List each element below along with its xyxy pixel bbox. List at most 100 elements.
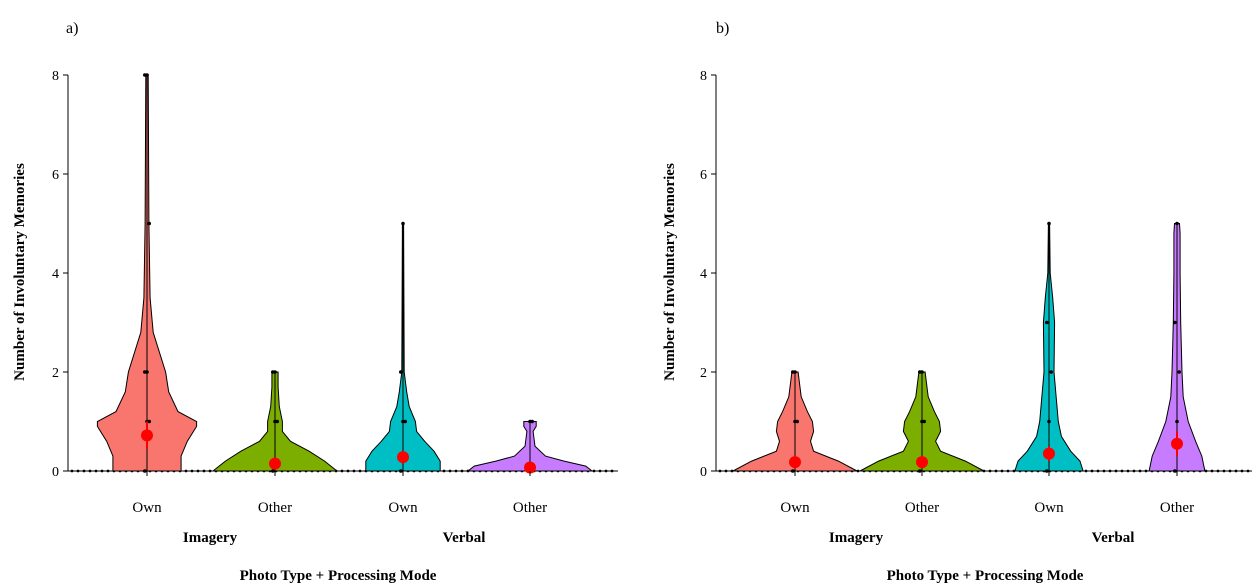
baseline-point bbox=[592, 469, 596, 473]
data-point bbox=[1047, 419, 1051, 424]
group-label-imagery: Imagery bbox=[183, 530, 238, 546]
data-point bbox=[922, 419, 926, 424]
baseline-point bbox=[1126, 469, 1130, 473]
data-point bbox=[275, 419, 280, 424]
baseline-point bbox=[1210, 469, 1214, 473]
y-tick-label: 4 bbox=[52, 267, 59, 282]
data-point bbox=[147, 419, 151, 424]
x-tick-label: Own bbox=[1034, 500, 1064, 516]
mean-point bbox=[789, 456, 801, 469]
data-point bbox=[1173, 320, 1177, 325]
data-point bbox=[273, 370, 277, 374]
data-point bbox=[1047, 221, 1051, 226]
baseline-point bbox=[1222, 469, 1226, 473]
baseline-point bbox=[1000, 469, 1004, 473]
baseline-point bbox=[184, 469, 188, 473]
baseline-point bbox=[1234, 469, 1238, 473]
baseline-point bbox=[460, 469, 464, 473]
baseline-point bbox=[346, 469, 350, 473]
x-tick-label: Own bbox=[780, 500, 810, 516]
baseline-point bbox=[70, 469, 74, 473]
baseline-point bbox=[1144, 469, 1148, 473]
baseline-point bbox=[1090, 469, 1094, 473]
data-point bbox=[793, 370, 797, 374]
x-tick-label: Other bbox=[1160, 500, 1194, 516]
data-point bbox=[920, 370, 924, 374]
baseline-point bbox=[724, 469, 728, 473]
baseline-point bbox=[196, 469, 200, 473]
mean-point bbox=[141, 429, 153, 442]
baseline-point bbox=[94, 469, 98, 473]
mean-point bbox=[1171, 437, 1183, 450]
y-axis-title: Number of Involuntary Memories bbox=[662, 163, 678, 381]
y-axis-title: Number of Involuntary Memories bbox=[12, 163, 28, 381]
baseline-point bbox=[1228, 469, 1232, 473]
data-point bbox=[1175, 419, 1179, 424]
baseline-point bbox=[82, 469, 86, 473]
data-point bbox=[145, 370, 149, 374]
baseline-point bbox=[1084, 469, 1088, 473]
y-tick-label: 2 bbox=[700, 366, 707, 381]
mean-point bbox=[397, 451, 409, 464]
baseline-point bbox=[1216, 469, 1220, 473]
baseline-point bbox=[994, 469, 998, 473]
baseline-point bbox=[100, 469, 104, 473]
panel-b-marks: 0 2 4 6 8 Own Other Own Other bbox=[700, 69, 1252, 516]
group-label-verbal: Verbal bbox=[1092, 530, 1135, 546]
y-tick-label: 2 bbox=[52, 366, 59, 381]
x-axis-title: Photo Type + Processing Mode bbox=[887, 568, 1084, 584]
baseline-point bbox=[358, 469, 362, 473]
baseline-point bbox=[352, 469, 356, 473]
y-tick-label: 8 bbox=[52, 69, 59, 84]
panel-label: b) bbox=[716, 20, 729, 37]
data-point bbox=[791, 469, 795, 473]
data-point bbox=[1045, 320, 1049, 325]
baseline-point bbox=[208, 469, 212, 473]
panel-a-marks: 0 2 4 6 8 Own Other Own Other bbox=[52, 69, 618, 516]
group-label-imagery: Imagery bbox=[829, 530, 884, 546]
baseline-point bbox=[88, 469, 92, 473]
baseline-point bbox=[454, 469, 458, 473]
data-point bbox=[399, 370, 403, 374]
baseline-point bbox=[718, 469, 722, 473]
data-point bbox=[143, 469, 147, 473]
y-tick-label: 8 bbox=[700, 69, 707, 84]
mean-point bbox=[524, 461, 536, 474]
x-axis-title: Photo Type + Processing Mode bbox=[240, 568, 437, 584]
data-point bbox=[1045, 469, 1049, 473]
y-tick-label: 0 bbox=[700, 465, 707, 480]
baseline-point bbox=[76, 469, 80, 473]
baseline-point bbox=[604, 469, 608, 473]
data-point bbox=[1173, 469, 1177, 473]
mean-point bbox=[916, 456, 928, 469]
x-tick-label: Other bbox=[905, 500, 939, 516]
panel-label: a) bbox=[66, 20, 78, 37]
data-point bbox=[403, 419, 408, 424]
panel-b: b) Number of Involuntary Memories Photo … bbox=[662, 20, 1252, 584]
y-tick-label: 0 bbox=[52, 465, 59, 480]
baseline-point bbox=[598, 469, 602, 473]
baseline-point bbox=[1138, 469, 1142, 473]
x-tick-label: Other bbox=[513, 500, 547, 516]
baseline-point bbox=[1102, 469, 1106, 473]
baseline-point bbox=[340, 469, 344, 473]
data-point bbox=[145, 73, 149, 77]
y-tick-label: 6 bbox=[52, 168, 59, 183]
x-tick-label: Other bbox=[258, 500, 292, 516]
baseline-point bbox=[856, 469, 860, 473]
baseline-point bbox=[1204, 469, 1208, 473]
baseline-point bbox=[448, 469, 452, 473]
data-point bbox=[795, 419, 799, 424]
data-point bbox=[918, 469, 922, 473]
baseline-point bbox=[730, 469, 734, 473]
data-point bbox=[401, 221, 405, 226]
mean-point bbox=[269, 457, 281, 470]
data-point bbox=[1049, 370, 1053, 374]
y-tick-label: 6 bbox=[700, 168, 707, 183]
baseline-point bbox=[202, 469, 206, 473]
baseline-point bbox=[442, 469, 446, 473]
data-point bbox=[1175, 221, 1179, 226]
baseline-point bbox=[1006, 469, 1010, 473]
y-tick-label: 4 bbox=[700, 267, 707, 282]
